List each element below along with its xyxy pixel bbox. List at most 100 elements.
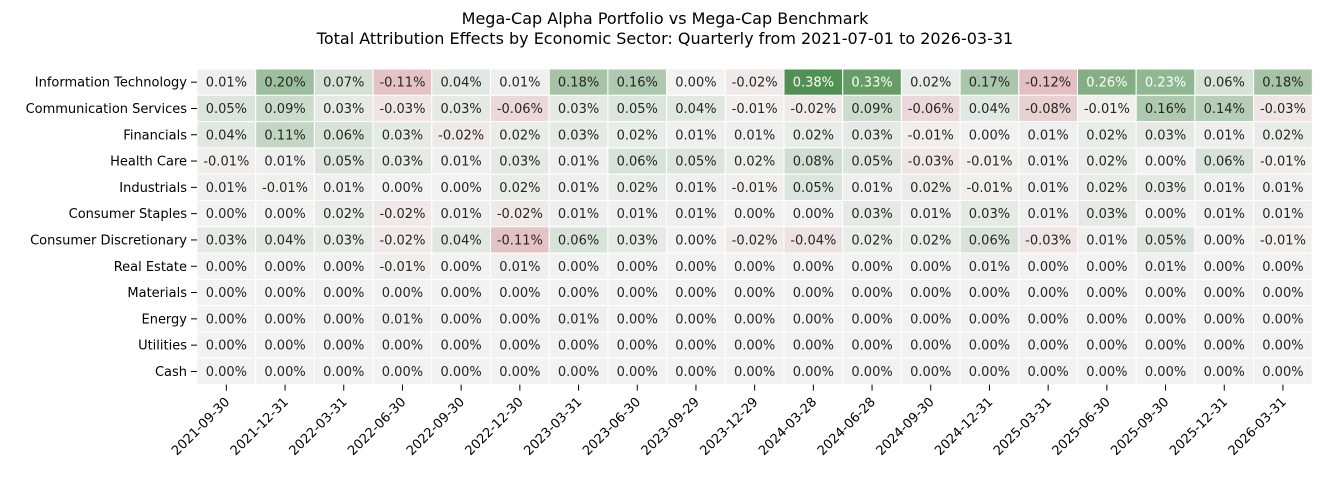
heatmap-cell — [666, 278, 726, 307]
chart-title: Mega-Cap Alpha Portfolio vs Mega-Cap Ben… — [462, 9, 869, 28]
heatmap-cell — [1135, 147, 1196, 175]
cell-value-label: 0.00% — [440, 339, 481, 354]
heatmap-cell — [1253, 200, 1313, 228]
cell-value-label: 0.20% — [264, 76, 305, 91]
cell-value-label: 0.00% — [734, 312, 775, 327]
heatmap-cell — [431, 278, 491, 307]
cell-value-label: 0.01% — [206, 181, 247, 196]
heatmap-cell — [548, 200, 609, 228]
column-label: 2025-09-30 — [1108, 395, 1172, 459]
cell-value-label: 0.00% — [264, 312, 305, 327]
cell-value-label: 0.00% — [499, 339, 540, 354]
heatmap-cell — [1253, 147, 1313, 175]
cell-value-label: 0.00% — [1027, 260, 1068, 275]
heatmap-cell — [900, 173, 961, 201]
heatmap-cell — [1194, 68, 1255, 96]
cell-value-label: 0.00% — [264, 286, 305, 301]
heatmap-cell — [842, 121, 902, 149]
cell-value-label: 0.00% — [264, 339, 305, 354]
cell-value-label: 0.00% — [734, 286, 775, 301]
heatmap-cell — [1077, 252, 1137, 280]
heatmap-cell — [607, 94, 668, 123]
cell-value-label: 0.16% — [1145, 102, 1186, 117]
cell-value-label: 0.00% — [675, 260, 716, 275]
heatmap-cell — [1018, 147, 1078, 175]
heatmap-cell — [431, 252, 491, 280]
heatmap-cell — [313, 357, 374, 386]
heatmap-cell — [842, 94, 902, 123]
cell-value-label: 0.00% — [793, 339, 834, 354]
heatmap-cell — [959, 278, 1020, 307]
cell-value-label: 0.05% — [617, 102, 658, 117]
cell-value-label: 0.01% — [675, 207, 716, 222]
cell-value-label: 0.02% — [617, 128, 658, 143]
heatmap-cell — [959, 226, 1020, 254]
cell-value-label: -0.06% — [497, 102, 543, 117]
heatmap-cell — [842, 147, 902, 175]
cell-value-label: 0.02% — [1086, 181, 1127, 196]
cell-value-label: 0.00% — [323, 260, 364, 275]
heatmap-cell — [372, 226, 433, 254]
column-label: 2023-12-29 — [697, 395, 761, 459]
heatmap-cell — [372, 278, 433, 307]
column-label: 2022-03-31 — [287, 395, 351, 459]
cell-value-label: 0.03% — [1145, 181, 1186, 196]
cell-value-label: 0.01% — [1027, 181, 1068, 196]
heatmap-cell — [959, 252, 1020, 280]
heatmap-cell — [1253, 226, 1313, 254]
heatmap-cell — [548, 226, 609, 254]
cell-value-label: 0.01% — [382, 312, 423, 327]
cell-value-label: 0.01% — [910, 207, 951, 222]
cell-value-label: 0.03% — [499, 155, 540, 170]
heatmap-cell — [255, 173, 315, 201]
cell-value-label: 0.01% — [558, 207, 599, 222]
cell-value-label: 0.03% — [558, 128, 599, 143]
cell-value-label: -0.01% — [203, 155, 249, 170]
heatmap-cell — [783, 121, 844, 149]
cell-value-label: 0.01% — [734, 128, 775, 143]
heatmap-cell — [607, 200, 668, 228]
cell-value-label: 0.00% — [793, 312, 834, 327]
heatmap-cell — [607, 357, 668, 386]
cell-value-label: 0.00% — [1145, 155, 1186, 170]
heatmap-cell — [196, 200, 257, 228]
cell-value-label: 0.02% — [323, 207, 364, 222]
heatmap-cell — [783, 305, 844, 333]
heatmap-cell — [724, 147, 785, 175]
cell-value-label: 0.05% — [323, 155, 364, 170]
heatmap-cell — [196, 94, 257, 123]
cell-value-label: 0.01% — [1204, 207, 1245, 222]
cell-value-label: 0.33% — [851, 76, 892, 91]
cell-value-label: 0.38% — [793, 76, 834, 91]
cell-value-label: -0.01% — [908, 128, 954, 143]
cell-value-label: 0.02% — [851, 233, 892, 248]
heatmap-cell — [1018, 252, 1078, 280]
cell-value-label: 0.01% — [206, 76, 247, 91]
row-label: Materials — [127, 286, 187, 301]
cell-value-label: 0.08% — [793, 155, 834, 170]
cell-value-label: 0.00% — [1204, 365, 1245, 380]
column-label: 2024-03-28 — [756, 395, 820, 459]
cell-value-label: 0.00% — [969, 128, 1010, 143]
heatmap-cell — [196, 252, 257, 280]
cell-value-label: 0.04% — [969, 102, 1010, 117]
cell-value-label: 0.06% — [558, 233, 599, 248]
cell-value-label: 0.00% — [1145, 207, 1186, 222]
cell-value-label: -0.01% — [732, 102, 778, 117]
cell-value-label: -0.12% — [1025, 76, 1071, 91]
cell-value-label: 0.03% — [1086, 207, 1127, 222]
row-label: Energy — [141, 312, 187, 327]
cell-value-label: 0.00% — [969, 286, 1010, 301]
column-label: 2023-09-29 — [639, 395, 703, 459]
cell-value-label: 0.00% — [323, 339, 364, 354]
column-label: 2021-12-31 — [228, 395, 292, 459]
cell-value-label: 0.02% — [793, 128, 834, 143]
cell-value-label: 0.02% — [910, 233, 951, 248]
heatmap-cell — [1135, 226, 1196, 254]
cell-value-label: 0.01% — [499, 76, 540, 91]
cell-value-label: 0.00% — [323, 286, 364, 301]
column-label: 2025-12-31 — [1167, 395, 1231, 459]
heatmap-cell — [842, 226, 902, 254]
cell-value-label: 0.00% — [440, 312, 481, 327]
cell-value-label: 0.06% — [1204, 155, 1245, 170]
